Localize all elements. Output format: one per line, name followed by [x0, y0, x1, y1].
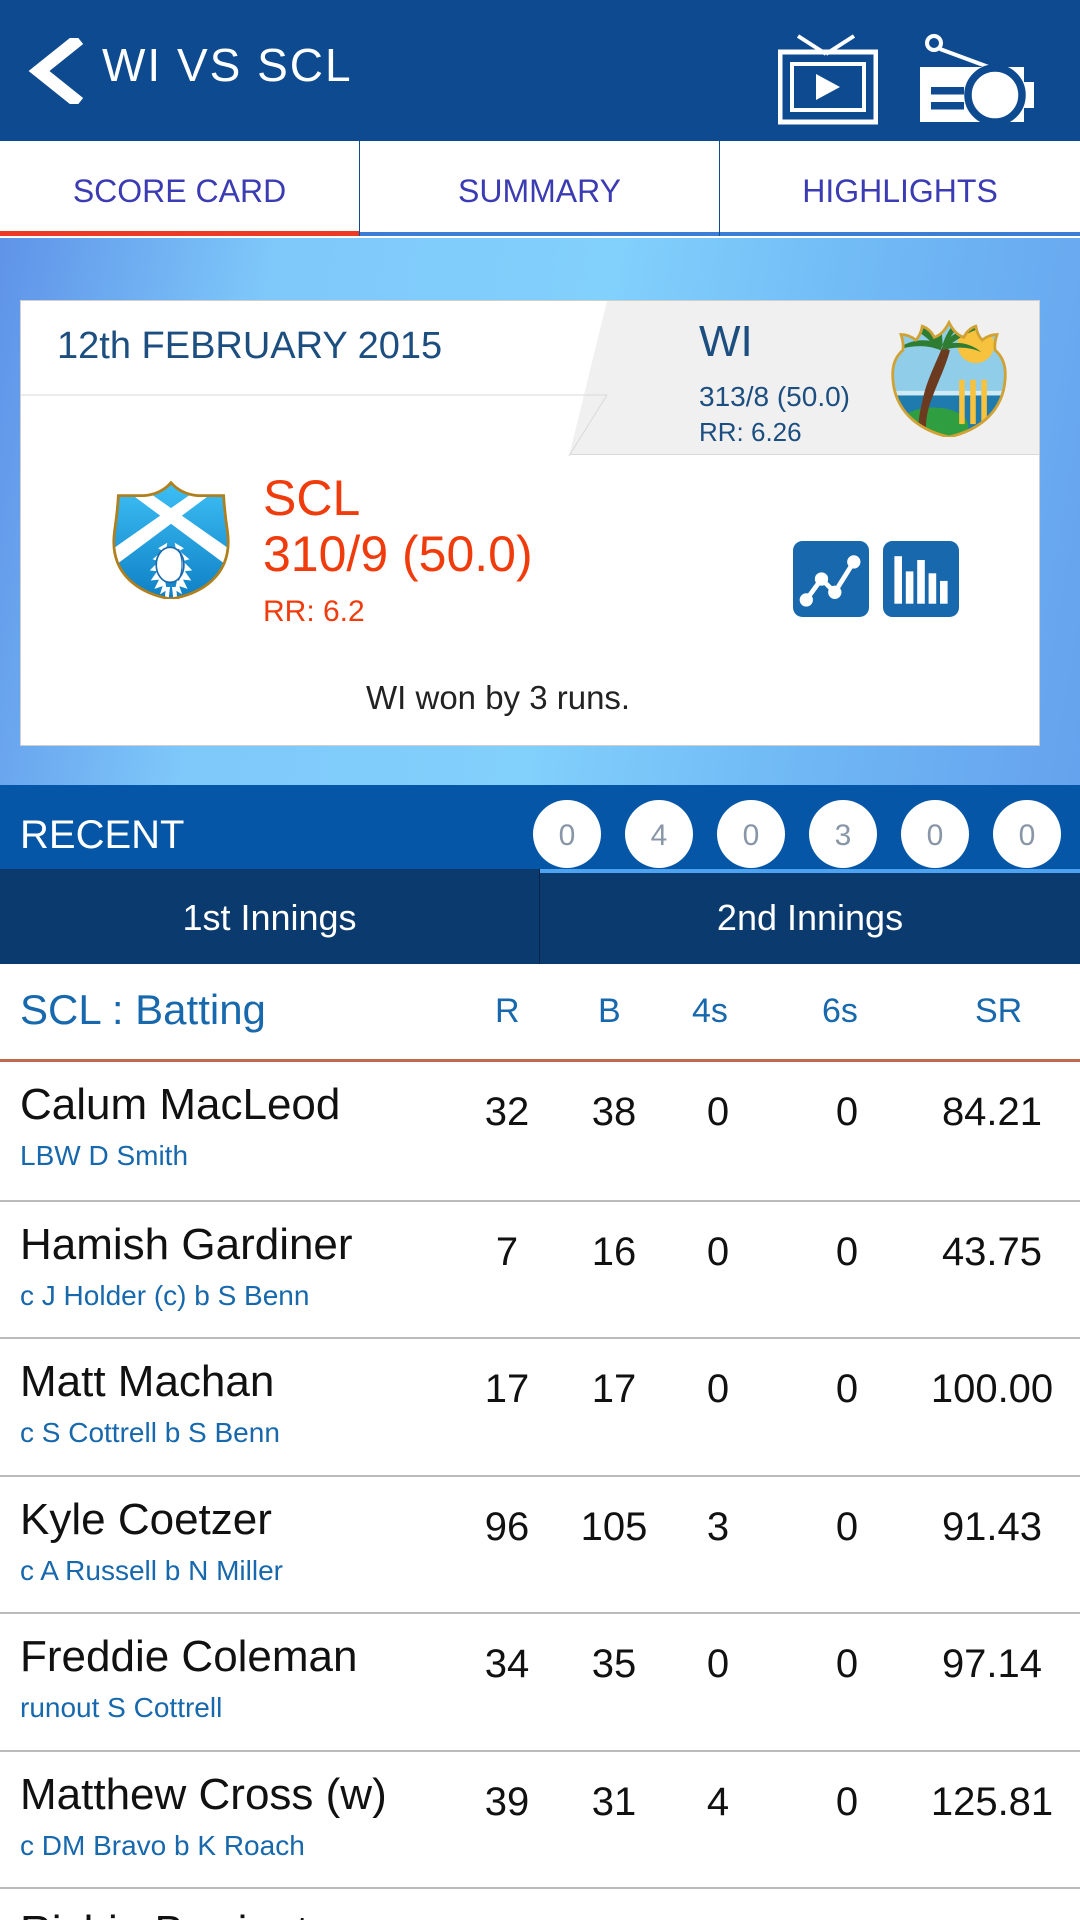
svg-text:0: 0 — [559, 819, 576, 852]
svg-text:4: 4 — [651, 819, 668, 852]
svg-text:0: 0 — [743, 819, 760, 852]
svg-text:3: 3 — [835, 819, 852, 852]
svg-text:0: 0 — [927, 819, 944, 852]
svg-text:0: 0 — [1019, 819, 1036, 852]
